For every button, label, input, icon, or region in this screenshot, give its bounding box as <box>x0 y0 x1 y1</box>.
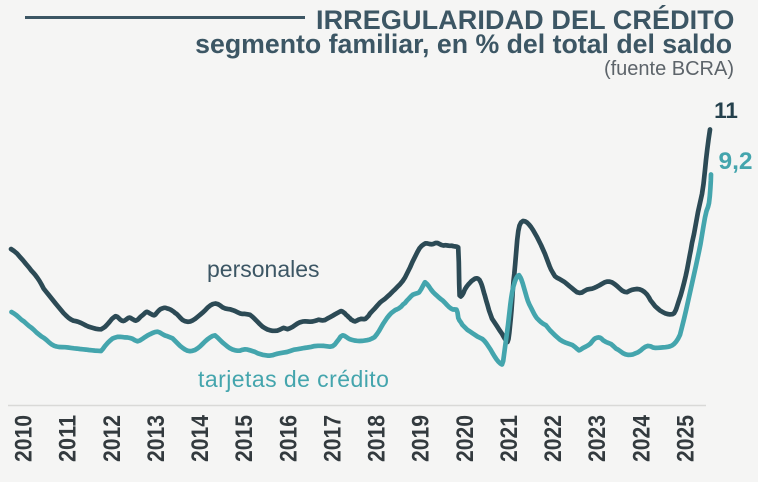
svg-text:tarjetas de crédito: tarjetas de crédito <box>198 366 389 392</box>
svg-text:2014: 2014 <box>187 414 214 462</box>
svg-text:2023: 2023 <box>584 415 611 462</box>
svg-text:2021: 2021 <box>496 415 523 462</box>
svg-text:2020: 2020 <box>452 415 479 462</box>
svg-text:2018: 2018 <box>364 415 391 462</box>
svg-text:11: 11 <box>714 98 738 123</box>
svg-text:2022: 2022 <box>540 415 567 462</box>
svg-text:2011: 2011 <box>55 415 82 462</box>
svg-text:2012: 2012 <box>99 415 126 462</box>
svg-text:2013: 2013 <box>143 415 170 462</box>
svg-text:2024: 2024 <box>628 414 655 462</box>
svg-text:2017: 2017 <box>319 415 346 462</box>
svg-text:2015: 2015 <box>231 415 258 462</box>
svg-text:2019: 2019 <box>408 415 435 462</box>
svg-text:2025: 2025 <box>673 415 700 462</box>
svg-text:9,2: 9,2 <box>718 148 752 175</box>
svg-text:2010: 2010 <box>11 415 38 462</box>
svg-text:2016: 2016 <box>275 415 302 462</box>
svg-text:personales: personales <box>207 256 320 282</box>
